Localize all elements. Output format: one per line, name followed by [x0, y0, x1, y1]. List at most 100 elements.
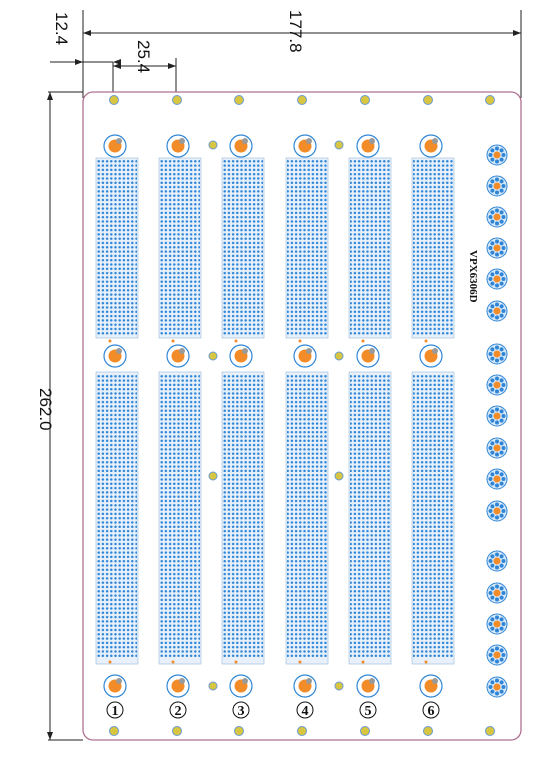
lower-connector-pins — [223, 374, 263, 658]
screw-hole — [208, 681, 218, 691]
slot-1: 1 — [95, 134, 139, 719]
overall-height-label: 262.0 — [36, 388, 55, 431]
pin1-marker — [171, 660, 175, 664]
slot-number-ring — [359, 701, 377, 719]
upper-connector-pins — [160, 160, 200, 336]
power-connector — [486, 268, 508, 290]
screw-hole — [360, 726, 370, 736]
mount-pad-middle — [356, 344, 380, 368]
lower-connector-pins — [350, 374, 390, 658]
pin1-marker — [234, 660, 238, 664]
screw-hole — [208, 471, 218, 481]
pin1-marker — [108, 660, 112, 664]
overall-width-label: 177.8 — [286, 10, 305, 53]
screw-hole — [423, 726, 433, 736]
lower-connector-pins — [413, 374, 453, 658]
upper-connector-pins — [97, 160, 137, 336]
power-connector — [486, 206, 508, 228]
power-connector — [486, 343, 508, 365]
mount-pad-middle — [166, 344, 190, 368]
pin1-marker — [108, 339, 112, 343]
screw-hole — [109, 95, 119, 105]
slot-number-label: 2 — [175, 704, 182, 719]
mount-pad-bottom — [103, 674, 127, 698]
power-connector — [486, 144, 508, 166]
upper-connector-pins — [287, 160, 327, 336]
power-connector — [486, 582, 508, 604]
screw-hole — [172, 95, 182, 105]
power-connector — [486, 237, 508, 259]
upper-connector-pins — [413, 160, 453, 336]
slot-number-ring — [232, 701, 250, 719]
slot-number-ring — [296, 701, 314, 719]
screw-hole — [423, 95, 433, 105]
power-connector — [486, 175, 508, 197]
screw-hole — [485, 95, 495, 105]
power-connector — [486, 374, 508, 396]
pin1-marker — [361, 660, 365, 664]
screw-hole — [297, 95, 307, 105]
mount-pad-top — [293, 134, 317, 158]
pin1-marker — [234, 339, 238, 343]
edge-offset-label: 12.4 — [52, 12, 71, 45]
mount-pad-middle — [229, 344, 253, 368]
mount-pad-top — [103, 134, 127, 158]
slot-6: 6 — [411, 134, 455, 719]
mount-pad-middle — [419, 344, 443, 368]
slot-number-ring — [422, 701, 440, 719]
slot-number-ring — [169, 701, 187, 719]
upper-connector-pins — [350, 160, 390, 336]
slot-number-label: 5 — [365, 704, 372, 719]
power-connector — [486, 500, 508, 522]
lower-connector-pins — [160, 374, 200, 658]
screw-hole — [297, 726, 307, 736]
mounting-holes-layer — [109, 95, 495, 736]
mount-pad-bottom — [166, 674, 190, 698]
pin1-marker — [424, 339, 428, 343]
power-connector — [486, 550, 508, 572]
slot-number-label: 3 — [238, 704, 245, 719]
mount-pad-bottom — [229, 674, 253, 698]
power-connector — [486, 644, 508, 666]
slots-layer: 1 2 3 4 5 6 — [95, 134, 455, 719]
dimension-arrows — [47, 30, 521, 740]
mount-pad-top — [356, 134, 380, 158]
slot-4: 4 — [285, 134, 329, 719]
screw-hole — [172, 726, 182, 736]
power-connector — [486, 468, 508, 490]
mount-pad-top — [229, 134, 253, 158]
upper-connector-pins — [223, 160, 263, 336]
mount-pad-top — [419, 134, 443, 158]
mount-pad-bottom — [356, 674, 380, 698]
power-connector — [486, 613, 508, 635]
screw-hole — [334, 471, 344, 481]
slot-number-label: 6 — [428, 704, 435, 719]
slot-number-label: 4 — [302, 704, 309, 719]
screw-hole — [208, 140, 218, 150]
slot-number-label: 1 — [112, 704, 119, 719]
slot-number-ring — [106, 701, 124, 719]
power-connectors-layer — [486, 144, 508, 698]
pin1-marker — [361, 339, 365, 343]
screw-hole — [360, 95, 370, 105]
power-connector — [486, 405, 508, 427]
pin1-marker — [298, 660, 302, 664]
dimension-lines — [48, 10, 522, 741]
mount-pad-middle — [103, 344, 127, 368]
pin1-marker — [298, 339, 302, 343]
slot-pitch-label: 25.4 — [134, 40, 153, 73]
screw-hole — [334, 681, 344, 691]
screw-hole — [109, 726, 119, 736]
screw-hole — [334, 140, 344, 150]
mount-pad-bottom — [293, 674, 317, 698]
slot-2: 2 — [158, 134, 202, 719]
screw-hole — [234, 95, 244, 105]
mount-pad-middle — [293, 344, 317, 368]
pin1-marker — [424, 660, 428, 664]
mount-pad-bottom — [419, 674, 443, 698]
power-connector — [486, 676, 508, 698]
screw-hole — [234, 726, 244, 736]
board-model-label: VPX6306D — [467, 250, 479, 303]
slot-5: 5 — [348, 134, 392, 719]
